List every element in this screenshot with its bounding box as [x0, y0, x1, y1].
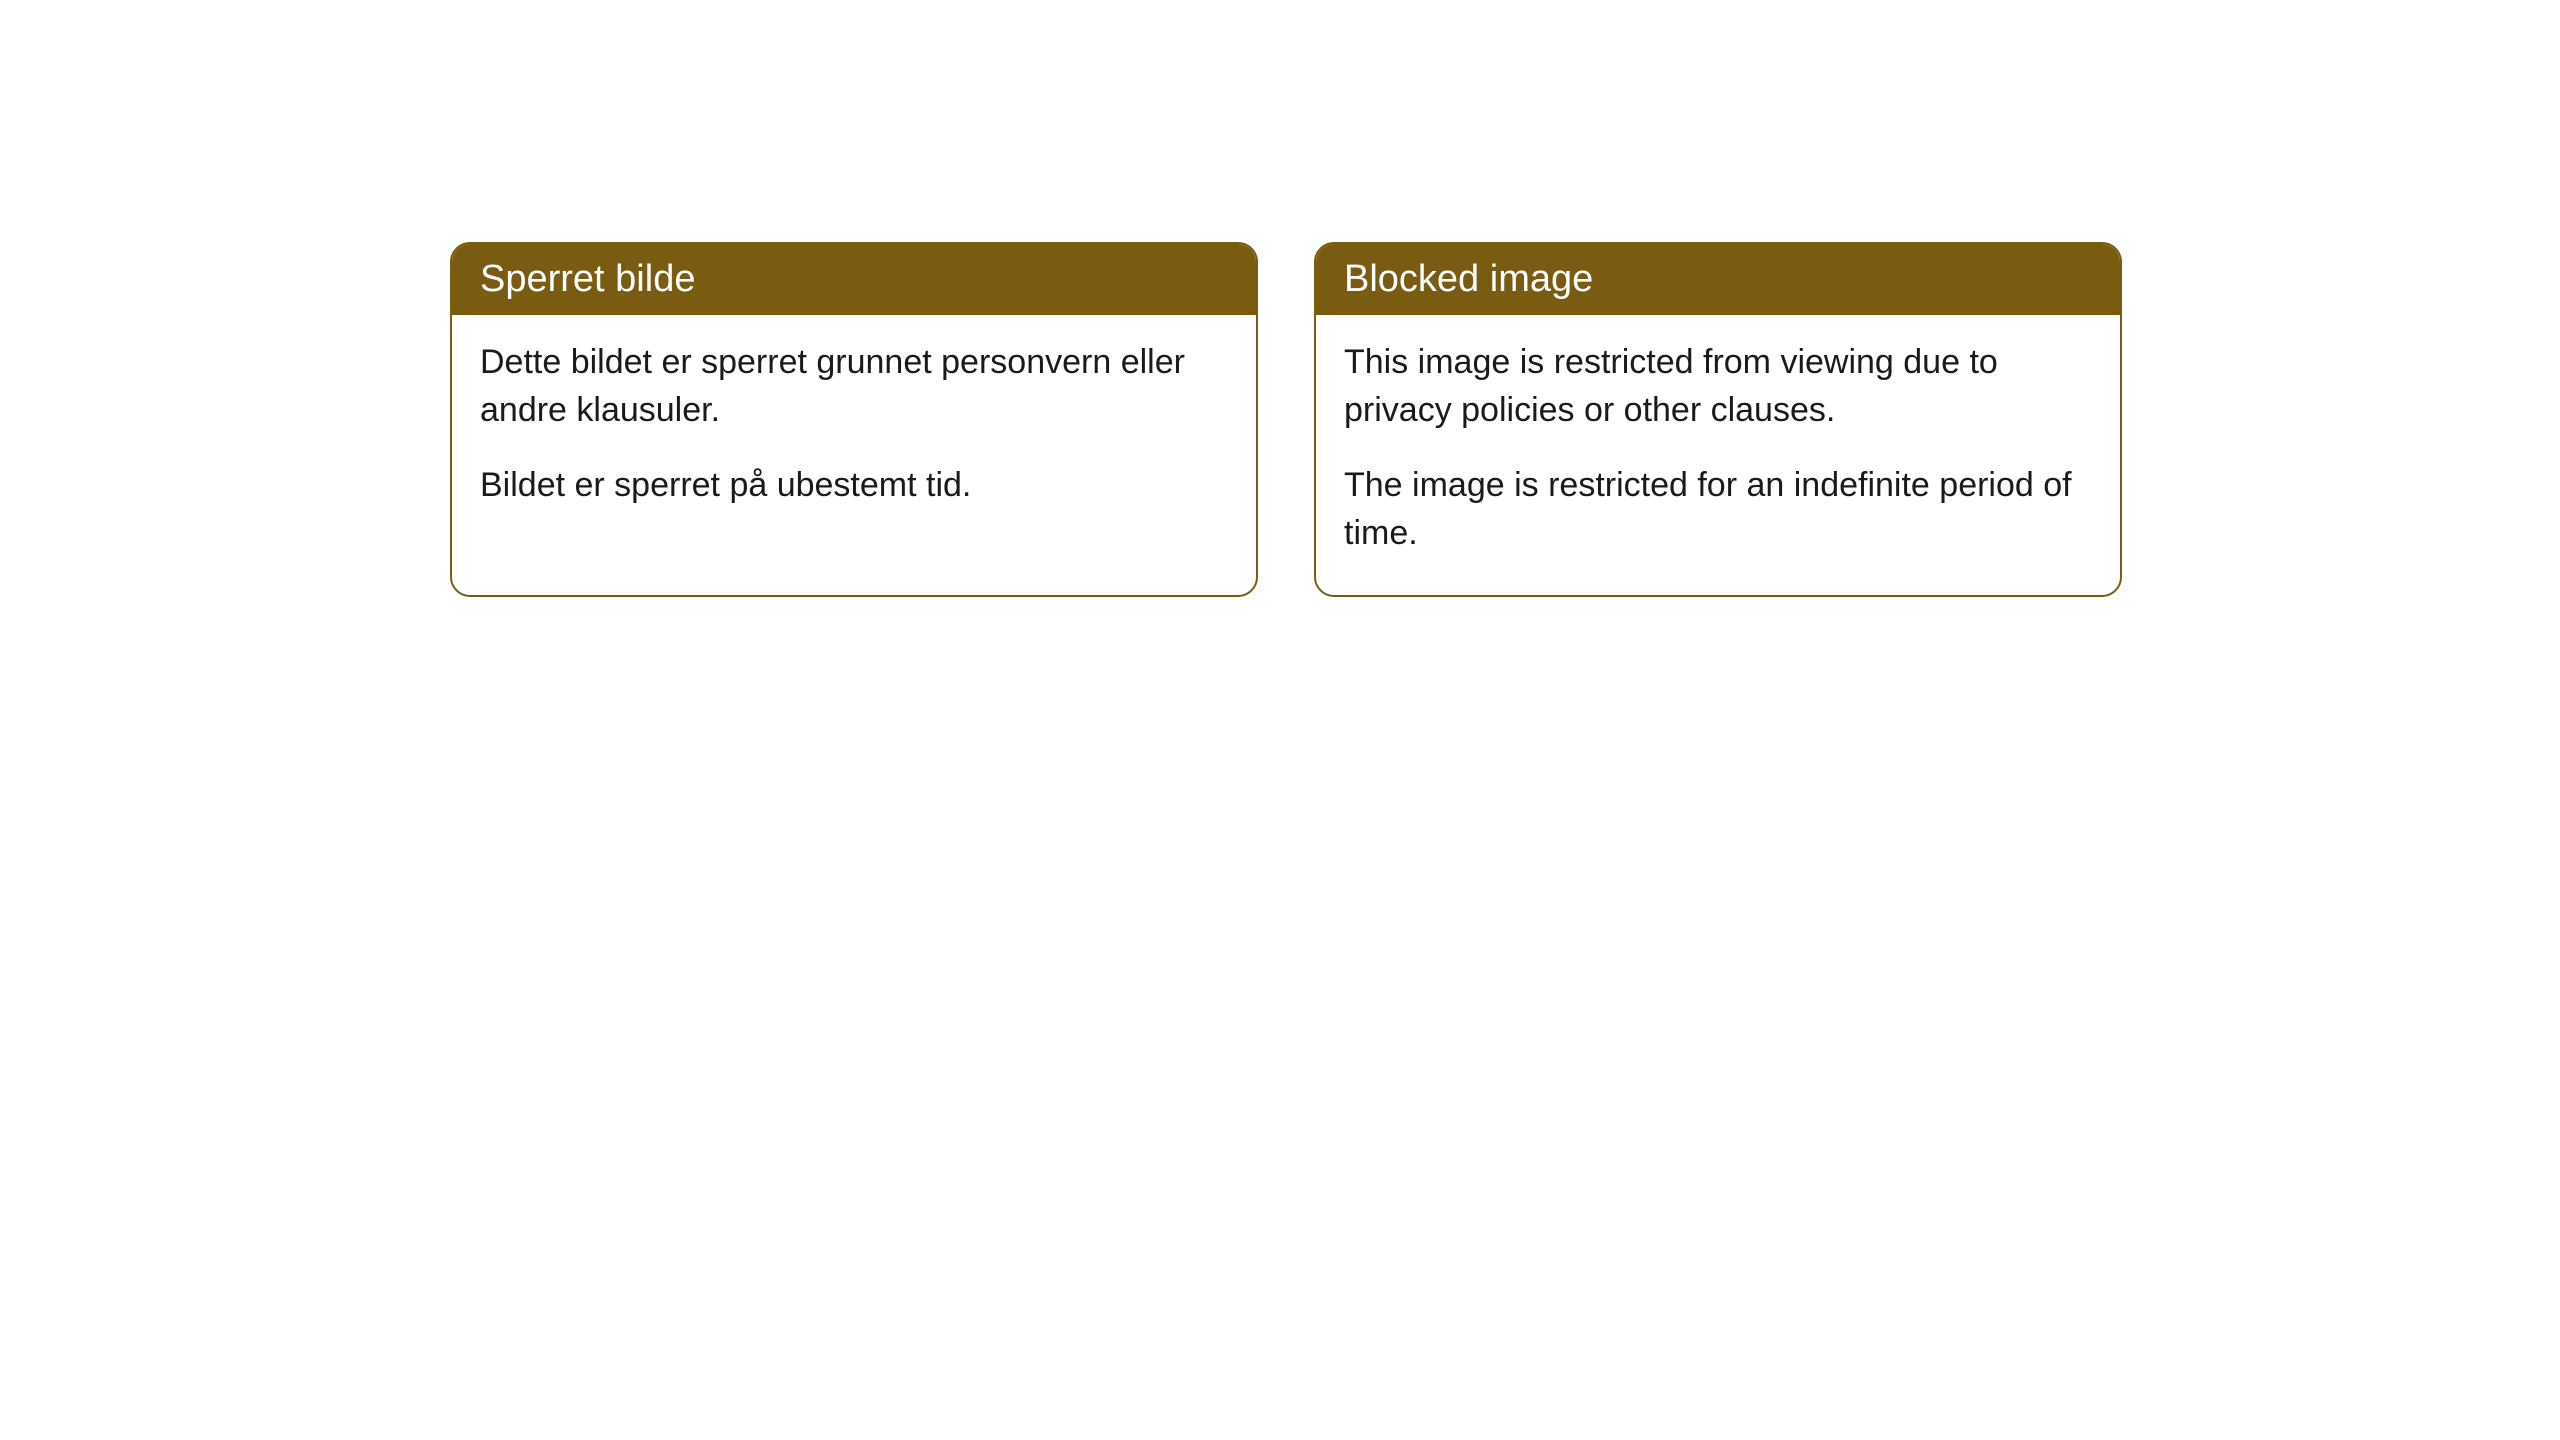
card-header-english: Blocked image — [1316, 244, 2120, 315]
card-text-english-1: This image is restricted from viewing du… — [1344, 339, 2092, 434]
card-english: Blocked image This image is restricted f… — [1314, 242, 2122, 597]
card-body-english: This image is restricted from viewing du… — [1316, 315, 2120, 595]
card-text-norwegian-1: Dette bildet er sperret grunnet personve… — [480, 339, 1228, 434]
card-body-norwegian: Dette bildet er sperret grunnet personve… — [452, 315, 1256, 548]
card-header-norwegian: Sperret bilde — [452, 244, 1256, 315]
cards-container: Sperret bilde Dette bildet er sperret gr… — [450, 242, 2122, 597]
card-text-english-2: The image is restricted for an indefinit… — [1344, 462, 2092, 557]
card-norwegian: Sperret bilde Dette bildet er sperret gr… — [450, 242, 1258, 597]
card-text-norwegian-2: Bildet er sperret på ubestemt tid. — [480, 462, 1228, 510]
